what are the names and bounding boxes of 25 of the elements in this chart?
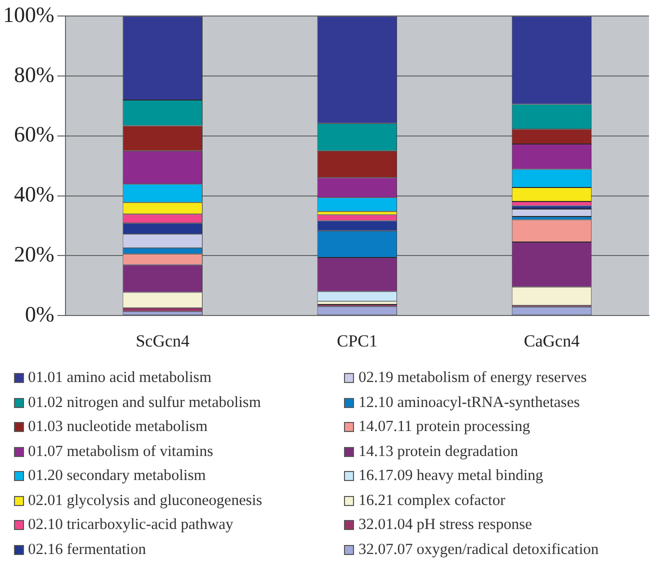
legend-label: 14.13 protein degradation — [358, 442, 518, 461]
x-tick-label: CaGcn4 — [524, 331, 580, 350]
legend-label: 02.10 tricarboxylic-acid pathway — [28, 516, 234, 534]
y-tick-label: 20% — [14, 242, 54, 266]
legend-label: 01.01 amino acid metabolism — [28, 369, 212, 388]
legend-label: 02.01 glycolysis and gluconeogenesis — [28, 492, 262, 510]
y-tick-label: 60% — [14, 122, 54, 147]
legend-label: 16.21 complex cofactor — [358, 492, 506, 510]
x-tick-label: CPC1 — [336, 331, 378, 350]
y-tick-label: 80% — [14, 62, 54, 87]
legend-label: 02.16 fermentation — [28, 540, 146, 559]
y-tick-label: 100% — [3, 2, 54, 27]
y-tick-label: 0% — [25, 301, 54, 326]
legend-label: 32.01.04 pH stress response — [358, 516, 532, 534]
legend-label: 01.07 metabolism of vitamins — [28, 442, 214, 461]
legend-label: 01.03 nucleotide metabolism — [28, 418, 208, 436]
legend-label: 12.10 aminoacyl-tRNA-synthetases — [358, 394, 580, 412]
legend-label: 14.07.11 protein processing — [358, 418, 530, 436]
legend-label: 01.02 nitrogen and sulfur metabolism — [28, 394, 261, 412]
x-tick-label: ScGcn4 — [136, 331, 190, 350]
legend-label: 01.20 secondary metabolism — [28, 467, 206, 486]
y-tick-label: 40% — [14, 182, 54, 207]
legend-label: 02.19 metabolism of energy reserves — [358, 369, 587, 388]
legend-label: 32.07.07 oxygen/radical detoxification — [358, 540, 599, 559]
legend-label: 16.17.09 heavy metal binding — [358, 467, 544, 486]
